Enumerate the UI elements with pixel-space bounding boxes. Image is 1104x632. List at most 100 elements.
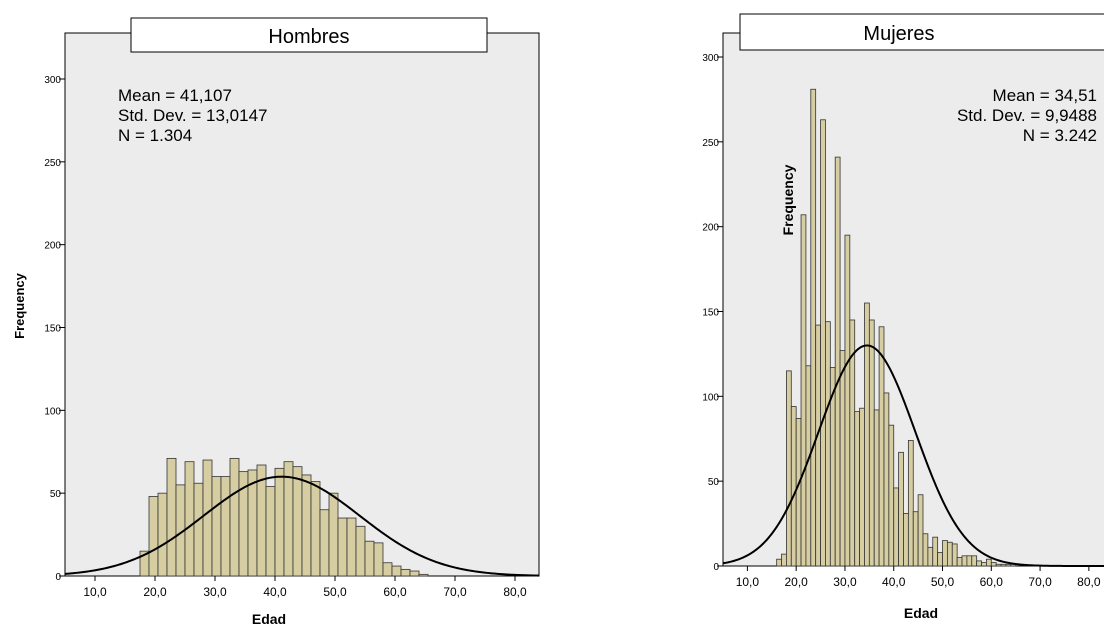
x-tick-label: 40,0 — [263, 585, 287, 599]
histogram-bar — [883, 392, 890, 567]
histogram-bar — [844, 234, 851, 567]
histogram-bar — [193, 482, 204, 577]
histogram-bar — [418, 573, 429, 577]
histogram-bar — [1000, 563, 1007, 567]
histogram-bar — [166, 457, 177, 577]
x-tick-label: 40,0 — [882, 575, 906, 589]
histogram-bar — [409, 570, 420, 577]
x-tick-label: 80,0 — [1077, 575, 1101, 589]
histogram-bar — [966, 555, 973, 567]
x-tick-label: 20,0 — [143, 585, 167, 599]
normal-curve — [722, 344, 1104, 567]
histogram-bar — [912, 511, 919, 567]
y-tick-label: 200 — [702, 223, 719, 234]
y-tick-label: 150 — [702, 308, 719, 319]
histogram-bar — [839, 350, 846, 567]
histogram-bar — [942, 540, 948, 567]
y-tick-label: 250 — [44, 158, 61, 169]
histogram-bar — [864, 302, 870, 567]
histogram-bar — [795, 417, 802, 567]
histogram-bar — [825, 321, 831, 567]
histogram-bar — [337, 517, 348, 577]
y-tick-label: 300 — [44, 75, 61, 86]
x-tick-label: 60,0 — [383, 585, 407, 599]
x-tick-label: 10,0 — [83, 585, 107, 599]
histogram-bar — [859, 407, 865, 567]
histogram-bar — [184, 461, 195, 577]
y-axis-label: Frequency — [780, 164, 796, 235]
histogram-bar — [990, 562, 997, 567]
histogram-bar — [800, 214, 807, 567]
histogram-hombres: 0 50 100 150 200 250 300 10,0 20,0 30,0 40,0 50,0 6… — [12, 17, 540, 627]
histogram-bar — [220, 476, 231, 577]
y-tick-label: 50 — [50, 489, 62, 500]
histogram-bar — [364, 540, 375, 577]
histogram-bar — [927, 546, 934, 567]
title-box — [739, 13, 1104, 51]
x-axis-ticks: 10,0 20,0 30,0 40,0 50,0 60,0 70,0 80,0 — [83, 576, 527, 599]
histogram-bar — [346, 517, 357, 577]
x-tick-label: 10,0 — [736, 575, 760, 589]
title-box — [130, 17, 488, 53]
y-tick-label: 0 — [55, 572, 61, 583]
y-tick-label: 50 — [708, 477, 720, 488]
histogram-bar — [211, 476, 222, 577]
normal-curve — [64, 475, 540, 577]
histogram-bar — [202, 459, 213, 577]
x-tick-label: 60,0 — [980, 575, 1004, 589]
histogram-bar — [961, 555, 968, 567]
y-tick-label: 150 — [44, 324, 61, 335]
stat-std-dev: Std. Dev. = 9,9488 — [957, 106, 1097, 125]
histogram-bar — [981, 562, 987, 567]
histogram-bar — [986, 558, 992, 567]
histogram-bar — [229, 457, 240, 577]
histogram-bar — [820, 119, 826, 567]
y-axis-ticks: 0 50 100 150 200 250 300 — [44, 75, 65, 583]
histogram-bar — [922, 533, 929, 567]
stat-std-dev: Std. Dev. = 13,0147 — [118, 106, 267, 125]
histogram-bar — [283, 461, 294, 577]
histogram-bar — [893, 487, 900, 567]
histogram-bar — [1005, 563, 1012, 567]
y-axis-ticks: 0 50 100 150 200 250 300 — [702, 53, 723, 573]
histogram-bar — [907, 440, 914, 567]
histogram-bar — [854, 411, 860, 567]
histogram-bar — [310, 481, 321, 577]
histogram-bar — [995, 563, 1002, 567]
histogram-bar — [956, 557, 963, 567]
histogram-bar — [834, 156, 841, 567]
histogram-bar — [382, 562, 393, 577]
histogram-bar — [400, 568, 411, 577]
histogram-bar — [878, 326, 885, 567]
histogram-bar — [868, 319, 875, 567]
histogram-bar — [888, 424, 895, 567]
chart-title: Hombres — [268, 26, 349, 48]
stat-n: N = 1.304 — [118, 126, 192, 145]
x-axis-label: Edad — [252, 611, 286, 627]
y-axis-label: Frequency — [12, 272, 27, 339]
histogram-bar — [946, 541, 953, 567]
bars — [776, 88, 1017, 567]
x-tick-label: 70,0 — [1028, 575, 1052, 589]
stat-n: N = 3.242 — [1023, 126, 1097, 145]
bars — [139, 457, 429, 577]
x-tick-label: 50,0 — [931, 575, 955, 589]
histogram-bar — [937, 552, 943, 567]
chart-title: Mujeres — [863, 23, 934, 45]
histogram-bar — [903, 513, 909, 567]
histogram-bar — [810, 88, 817, 567]
x-axis-label: Edad — [904, 605, 938, 621]
x-tick-label: 30,0 — [833, 575, 857, 589]
histogram-bar — [873, 409, 880, 567]
histogram-bar — [917, 494, 924, 567]
x-tick-label: 20,0 — [784, 575, 808, 589]
histogram-bar — [976, 560, 982, 567]
histogram-bar — [148, 496, 159, 577]
histogram-bar — [781, 553, 787, 567]
x-tick-label: 80,0 — [503, 585, 527, 599]
x-axis-ticks: 10,0 20,0 30,0 40,0 50,0 60,0 70,0 80,0 — [736, 566, 1101, 589]
y-tick-label: 250 — [702, 138, 719, 149]
histogram-mujeres: 0 50 100 150 200 250 300 10,0 20,0 30,0 40,0 50,0 6… — [702, 13, 1104, 621]
histogram-bar — [157, 492, 168, 577]
